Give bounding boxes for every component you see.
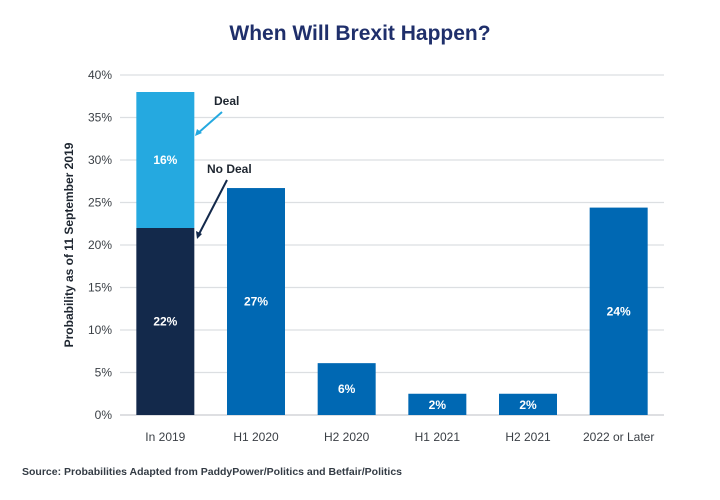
data-label: 2% bbox=[429, 398, 447, 412]
y-tick-label: 40% bbox=[88, 68, 112, 82]
bar-probability-h1-2021 bbox=[408, 393, 467, 415]
annotation-no-deal-arrow bbox=[197, 179, 228, 237]
source-note: Source: Probabilities Adapted from Paddy… bbox=[22, 466, 403, 478]
bar-probability-h2-2021 bbox=[499, 393, 557, 415]
y-tick-label: 10% bbox=[88, 323, 112, 337]
gridlines bbox=[120, 74, 664, 416]
data-label: 6% bbox=[338, 382, 356, 396]
bar-no-deal-in-2019 bbox=[136, 228, 195, 415]
y-tick-label: 20% bbox=[88, 238, 112, 252]
x-tick-label: H1 2021 bbox=[415, 430, 461, 444]
annotation-deal-arrow bbox=[196, 111, 223, 135]
x-tick-label: H2 2020 bbox=[324, 430, 370, 444]
y-tick-label: 15% bbox=[88, 281, 112, 295]
data-label: 24% bbox=[607, 304, 631, 318]
x-tick-label: H1 2020 bbox=[233, 430, 279, 444]
bars bbox=[136, 92, 648, 415]
chart-title: When Will Brexit Happen? bbox=[229, 22, 491, 45]
bar-probability-h2-2020 bbox=[317, 363, 376, 415]
data-label: 16% bbox=[153, 153, 177, 167]
annotations: Deal No Deal bbox=[195, 94, 252, 239]
bar-probability-2022-or-later bbox=[589, 207, 648, 415]
annotation-deal: Deal bbox=[214, 94, 239, 108]
y-tick-label: 35% bbox=[88, 111, 112, 125]
y-tick-label: 5% bbox=[95, 366, 113, 380]
y-axis-label: Probability as of 11 September 2019 bbox=[62, 142, 76, 347]
x-tick-label: In 2019 bbox=[145, 430, 185, 444]
annotation-deal-arrowhead bbox=[195, 129, 202, 136]
data-label: 2% bbox=[519, 398, 537, 412]
bar-probability-h1-2020 bbox=[227, 188, 285, 415]
x-tick-labels: In 2019 H1 2020 H2 2020 H1 2021 H2 2021 2022 … bbox=[145, 430, 654, 444]
data-labels: 22% 16% 27% 6% 2% 2% 24% bbox=[153, 153, 631, 412]
y-tick-labels: 0% 5% 10% 15% 20% 25% 30% 35% 40% bbox=[88, 68, 112, 422]
data-label: 27% bbox=[244, 295, 268, 309]
x-tick-label: H2 2021 bbox=[505, 430, 551, 444]
y-tick-label: 0% bbox=[95, 408, 113, 422]
data-label: 22% bbox=[153, 315, 177, 329]
y-tick-label: 30% bbox=[88, 153, 112, 167]
x-tick-label: 2022 or Later bbox=[583, 430, 654, 444]
bar-deal-in-2019 bbox=[136, 92, 195, 228]
annotation-no-deal-arrowhead bbox=[196, 231, 202, 239]
y-tick-label: 25% bbox=[88, 196, 112, 210]
annotation-no-deal: No Deal bbox=[207, 162, 252, 176]
